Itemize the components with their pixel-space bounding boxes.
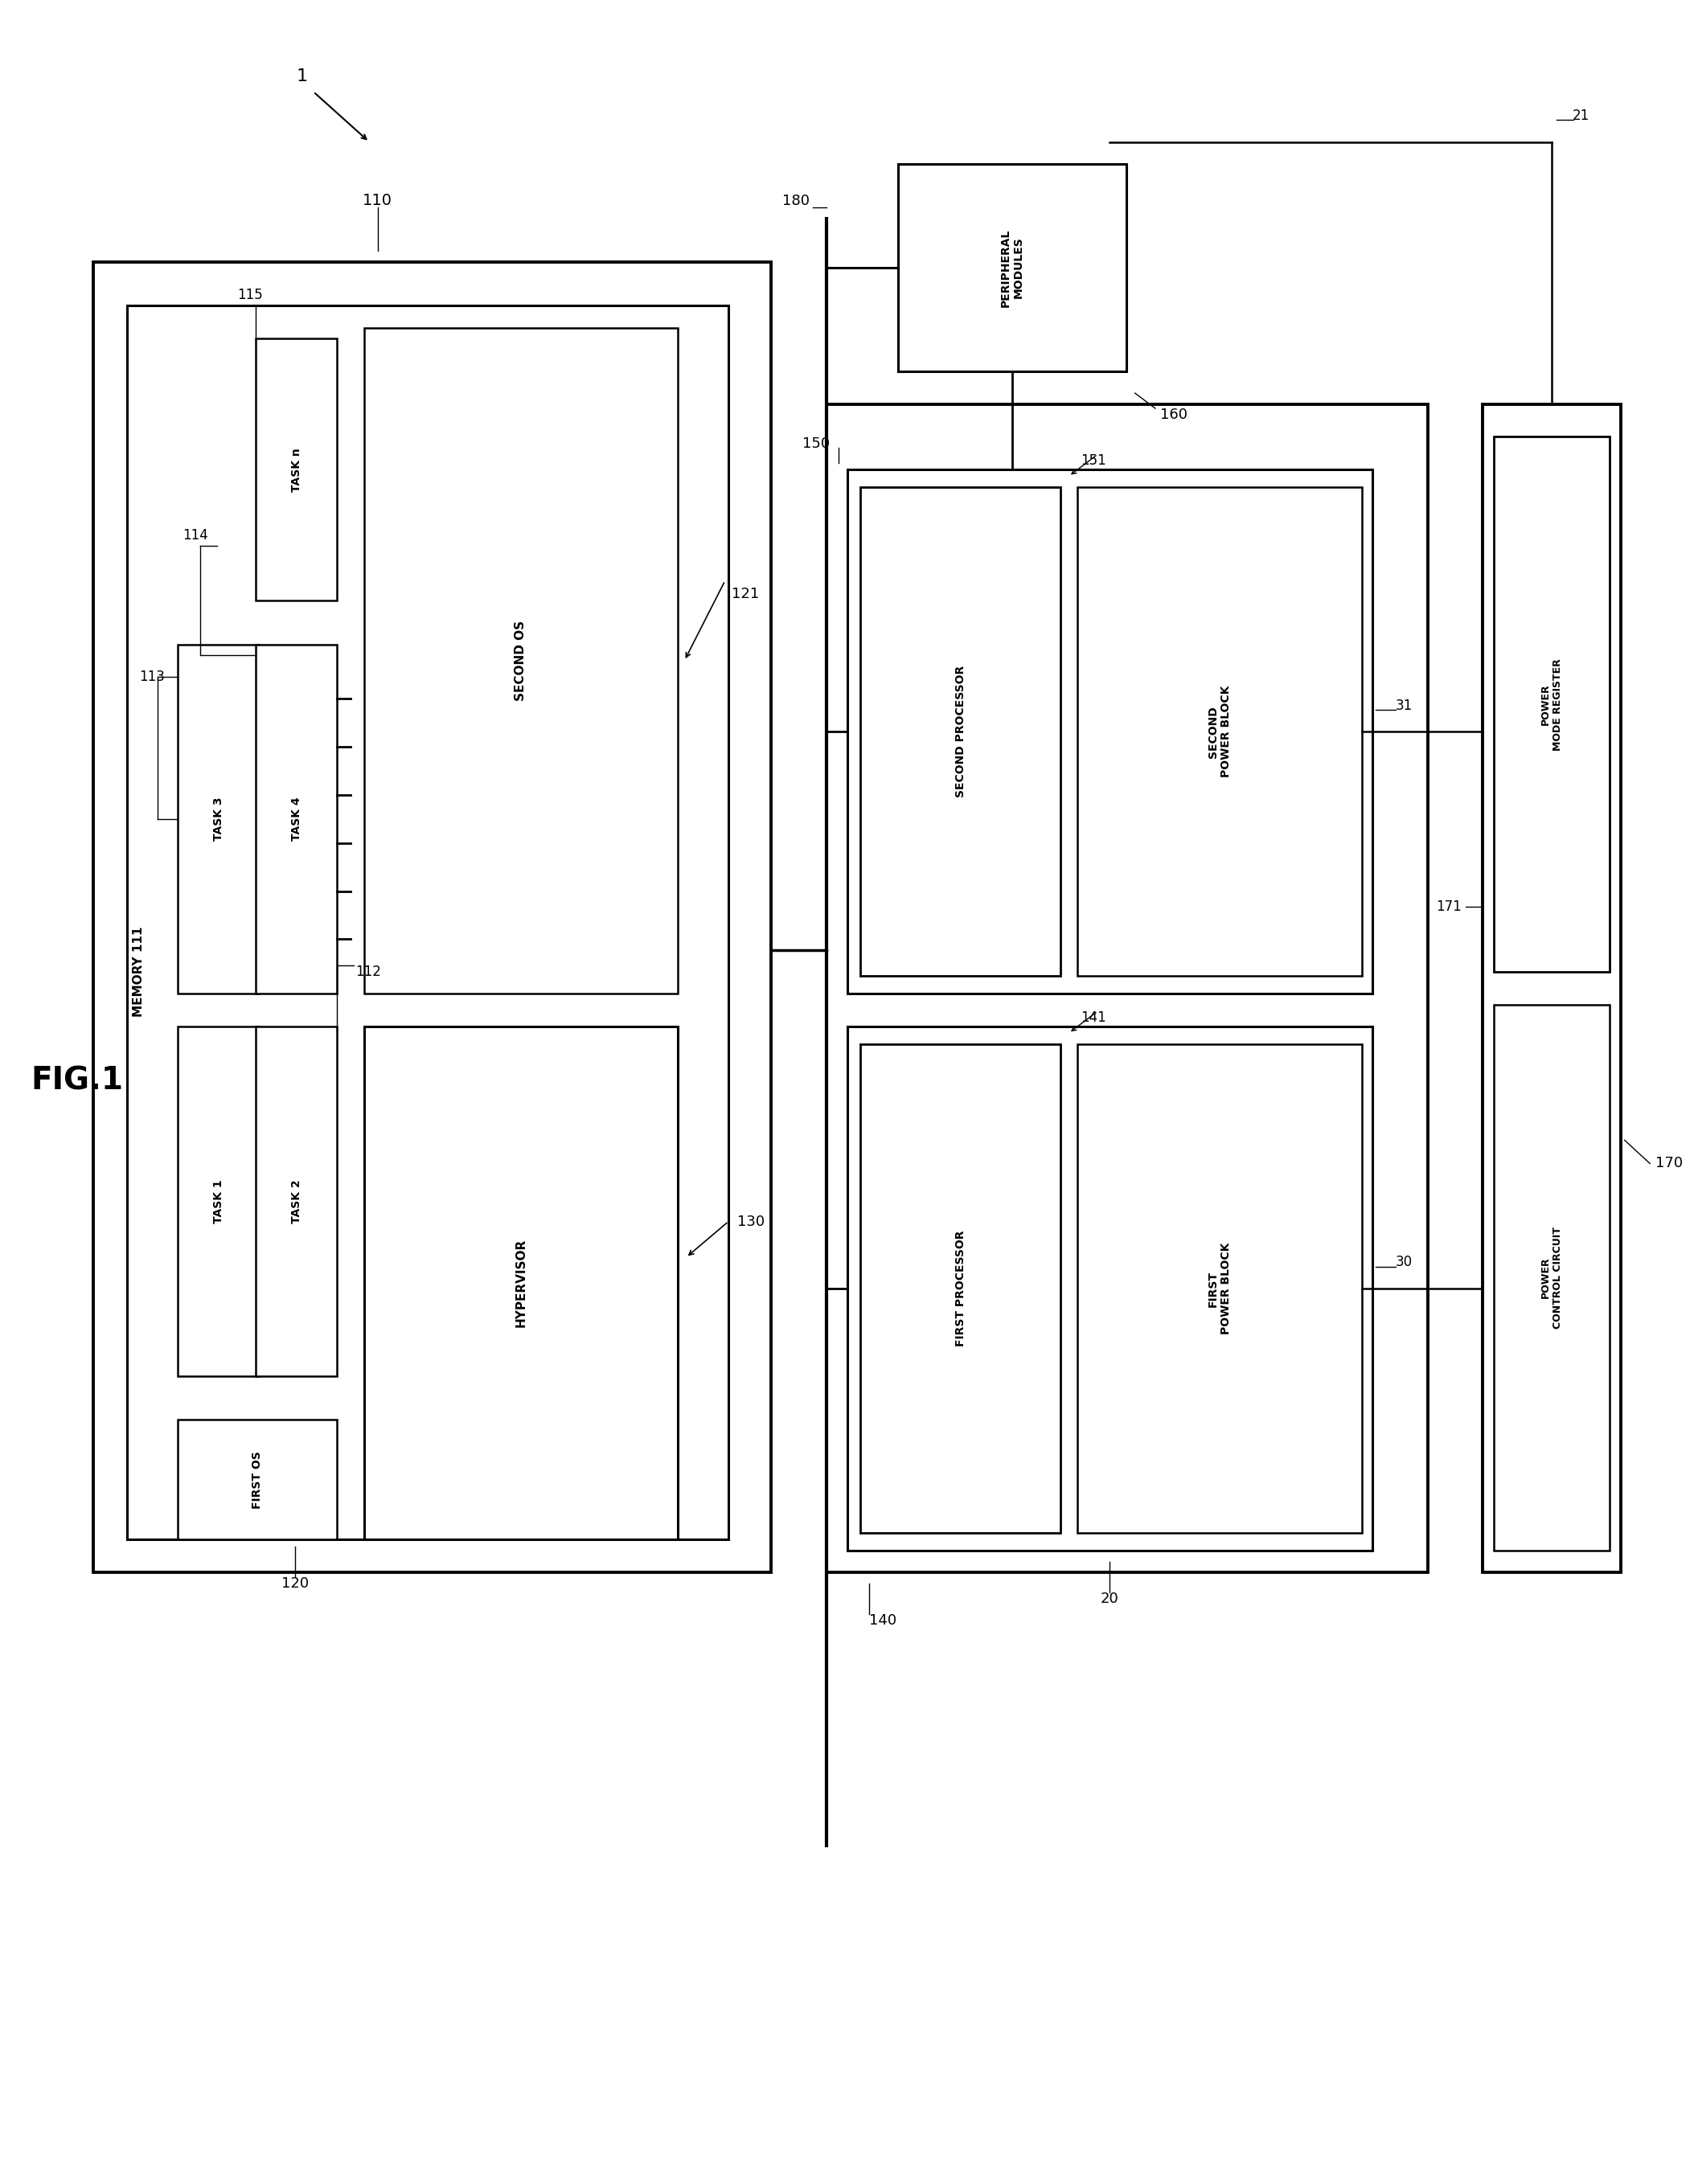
Bar <box>861 487 1060 976</box>
Text: 114: 114 <box>183 529 208 542</box>
Text: 30: 30 <box>1396 1256 1413 1269</box>
Text: FIG.1: FIG.1 <box>30 1066 124 1096</box>
Bar <box>1077 487 1362 976</box>
Text: 110: 110 <box>363 194 393 207</box>
Text: 171: 171 <box>1437 900 1462 913</box>
Text: HYPERVISOR: HYPERVISOR <box>515 1238 527 1328</box>
Text: POWER
MODE REGISTER: POWER MODE REGISTER <box>1540 657 1564 751</box>
Bar <box>256 644 337 994</box>
Text: FIRST PROCESSOR: FIRST PROCESSOR <box>955 1230 966 1348</box>
Text: 115: 115 <box>237 288 263 301</box>
Text: MEMORY 111: MEMORY 111 <box>132 926 146 1018</box>
Text: 140: 140 <box>869 1614 896 1627</box>
Bar <box>256 339 337 601</box>
Bar <box>178 644 259 994</box>
Bar <box>364 328 678 994</box>
Text: TASK 2: TASK 2 <box>291 1179 302 1223</box>
Text: 121: 121 <box>732 587 759 601</box>
Text: SECOND OS: SECOND OS <box>515 620 527 701</box>
Bar <box>1494 1005 1609 1551</box>
Bar <box>1077 1044 1362 1533</box>
Bar <box>1482 404 1621 1572</box>
Text: TASK n: TASK n <box>291 448 302 491</box>
Bar <box>364 1026 678 1540</box>
Text: 20: 20 <box>1101 1592 1118 1605</box>
Text: SECOND PROCESSOR: SECOND PROCESSOR <box>955 666 966 797</box>
Text: 180: 180 <box>783 194 810 207</box>
Bar <box>847 470 1372 994</box>
Bar <box>827 404 1428 1572</box>
Text: 1: 1 <box>296 68 308 85</box>
Bar <box>256 1026 337 1376</box>
Bar <box>1494 437 1609 972</box>
Text: 170: 170 <box>1655 1155 1682 1171</box>
Text: PERIPHERAL
MODULES: PERIPHERAL MODULES <box>999 229 1025 306</box>
Text: 31: 31 <box>1396 699 1413 712</box>
Text: TASK 3: TASK 3 <box>213 797 224 841</box>
Text: SECOND
POWER BLOCK: SECOND POWER BLOCK <box>1208 686 1232 778</box>
Bar <box>127 306 728 1540</box>
Bar <box>898 164 1127 371</box>
Text: 113: 113 <box>139 670 164 684</box>
Text: FIRST
POWER BLOCK: FIRST POWER BLOCK <box>1208 1243 1232 1334</box>
Bar <box>178 1026 259 1376</box>
Text: 151: 151 <box>1081 454 1106 467</box>
Bar <box>93 262 771 1572</box>
Bar <box>178 1420 337 1540</box>
Text: 150: 150 <box>803 437 830 450</box>
Text: 112: 112 <box>356 965 381 978</box>
Text: 141: 141 <box>1081 1011 1106 1024</box>
Text: 120: 120 <box>281 1577 308 1590</box>
Text: POWER
CONTROL CIRCUIT: POWER CONTROL CIRCUIT <box>1540 1227 1564 1328</box>
Text: 160: 160 <box>1160 408 1187 422</box>
Bar <box>861 1044 1060 1533</box>
Text: 21: 21 <box>1572 109 1589 122</box>
Text: TASK 4: TASK 4 <box>291 797 302 841</box>
Text: 130: 130 <box>737 1214 764 1230</box>
Text: FIRST OS: FIRST OS <box>252 1450 263 1509</box>
Bar <box>847 1026 1372 1551</box>
Text: TASK 1: TASK 1 <box>213 1179 224 1223</box>
